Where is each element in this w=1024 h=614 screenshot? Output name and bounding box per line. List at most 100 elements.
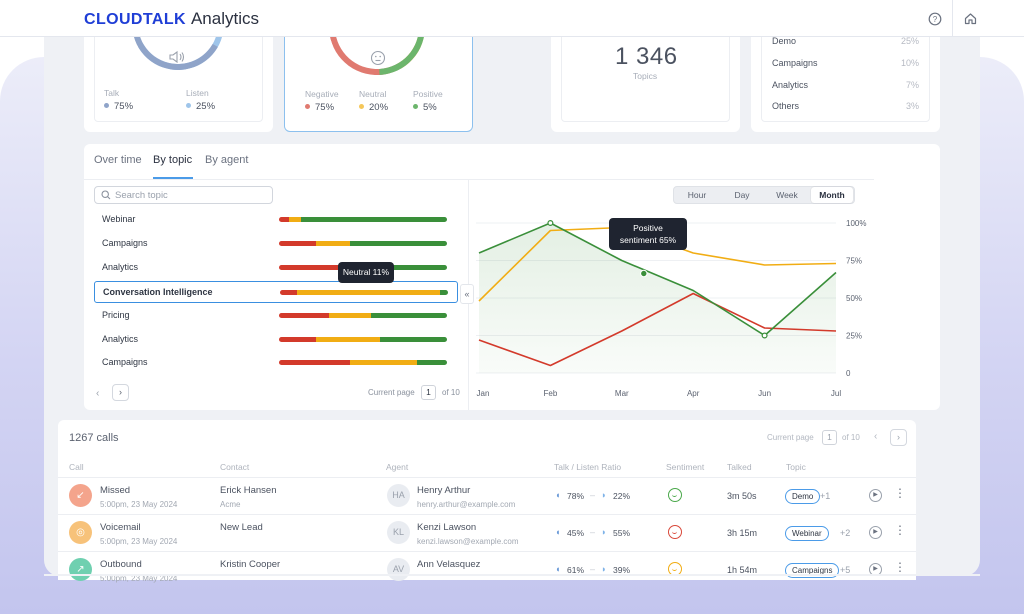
negative-segment bbox=[279, 337, 316, 342]
help-icon[interactable]: ? bbox=[917, 0, 953, 37]
topic-row[interactable]: Webinar bbox=[94, 209, 458, 231]
missed-call-icon: ↙ bbox=[69, 484, 92, 507]
agent-name: Ann Velasquez bbox=[417, 559, 480, 570]
header-talked: Talked bbox=[727, 462, 752, 472]
header-sentiment: Sentiment bbox=[666, 462, 704, 472]
topics-count: 1 346 bbox=[615, 43, 678, 71]
pager-total: of 10 bbox=[442, 388, 460, 397]
negative-value: 75% bbox=[305, 102, 334, 113]
neutral-segment bbox=[297, 290, 440, 295]
topic-row[interactable]: Analytics bbox=[94, 329, 458, 351]
range-week[interactable]: Week bbox=[765, 187, 809, 203]
topic-row[interactable]: Campaigns bbox=[94, 352, 458, 374]
play-icon[interactable]: ▶ bbox=[869, 489, 882, 502]
table-row[interactable]: ◎ Voicemail 5:00pm, 23 May 2024 New Lead KL K… bbox=[58, 514, 916, 551]
topic-sentiment-bar bbox=[279, 217, 447, 222]
x-tick-label: Apr bbox=[687, 389, 700, 398]
product-name: Analytics bbox=[191, 9, 259, 29]
search-icon bbox=[101, 190, 111, 203]
call-time: 5:00pm, 23 May 2024 bbox=[100, 537, 177, 546]
speaker-icon bbox=[168, 50, 186, 64]
listen-ratio: 22% bbox=[613, 491, 630, 501]
table-row[interactable]: ↙ Missed 5:00pm, 23 May 2024 Erick Hansen Ac… bbox=[58, 477, 916, 514]
header-agent: Agent bbox=[386, 462, 408, 472]
listen-wave-icon: ◗ bbox=[601, 527, 606, 537]
collapse-icon[interactable]: « bbox=[460, 284, 474, 304]
y-tick-label: 100% bbox=[846, 219, 866, 228]
topic-sentiment-bar bbox=[279, 313, 447, 318]
neutral-bar-tooltip: Neutral 11% bbox=[338, 262, 394, 283]
svg-text:?: ? bbox=[933, 15, 938, 24]
calls-count: 1267 calls bbox=[69, 432, 119, 444]
topic-row[interactable]: Analytics bbox=[94, 257, 458, 279]
more-topics-count[interactable]: +1 bbox=[820, 491, 830, 501]
neutral-label: Neutral bbox=[359, 89, 386, 99]
top-bar: CLOUDTALK Analytics ? bbox=[0, 0, 1024, 37]
more-options-icon[interactable]: ⋮ bbox=[894, 486, 906, 500]
listen-value: 25% bbox=[186, 101, 215, 112]
table-row[interactable]: ↗ Outbound 5:00pm, 23 May 2024 Kristin Coop… bbox=[58, 551, 916, 588]
x-tick-label: Jun bbox=[758, 389, 771, 398]
topic-pill[interactable]: Demo bbox=[785, 489, 820, 504]
agent-name: Henry Arthur bbox=[417, 485, 470, 496]
topic-name: Campaigns bbox=[102, 238, 148, 248]
topic-sentiment-bar bbox=[279, 241, 447, 246]
topic-sentiment-bar bbox=[279, 337, 447, 342]
negative-sentiment-icon bbox=[668, 525, 682, 539]
positive-segment bbox=[380, 337, 447, 342]
topic-name: Pricing bbox=[102, 310, 130, 320]
page-number-input[interactable]: 1 bbox=[421, 385, 436, 400]
negative-segment bbox=[279, 217, 289, 222]
negative-segment bbox=[280, 290, 297, 295]
range-hour[interactable]: Hour bbox=[676, 187, 718, 203]
call-type: Voicemail bbox=[100, 522, 141, 533]
ratio-separator: – bbox=[590, 564, 595, 574]
time-range-selector: Hour Day Week Month bbox=[673, 186, 855, 204]
y-tick-label: 25% bbox=[846, 332, 862, 341]
topic-row[interactable]: Pricing bbox=[94, 305, 458, 327]
range-day[interactable]: Day bbox=[720, 187, 764, 203]
agent-avatar: KL bbox=[387, 521, 410, 544]
contact-name[interactable]: Kristin Cooper bbox=[220, 559, 280, 570]
y-tick-label: 50% bbox=[846, 294, 862, 303]
brand-name: CLOUDTALK bbox=[84, 11, 186, 29]
neutral-segment bbox=[350, 360, 417, 365]
x-tick-label: Jan bbox=[477, 389, 490, 398]
talk-wave-icon: ◖ bbox=[555, 564, 560, 574]
calls-page-input[interactable]: 1 bbox=[822, 430, 837, 445]
topic-name: Analytics bbox=[102, 262, 138, 272]
tab-by-agent[interactable]: By agent bbox=[205, 154, 248, 166]
next-page-icon[interactable]: › bbox=[112, 384, 129, 401]
contact-name[interactable]: New Lead bbox=[220, 522, 263, 533]
topic-row[interactable]: Campaigns bbox=[94, 233, 458, 255]
neutral-value: 20% bbox=[359, 102, 388, 113]
play-icon[interactable]: ▶ bbox=[869, 526, 882, 539]
prev-page-icon[interactable]: ‹ bbox=[96, 388, 99, 399]
topic-row[interactable]: Conversation Intelligence bbox=[94, 281, 458, 303]
tab-over-time[interactable]: Over time bbox=[94, 154, 142, 166]
more-options-icon[interactable]: ⋮ bbox=[894, 523, 906, 537]
more-options-icon[interactable]: ⋮ bbox=[894, 560, 906, 574]
home-icon[interactable] bbox=[952, 0, 988, 37]
agent-name: Kenzi Lawson bbox=[417, 522, 476, 533]
talk-listen-card: Talk Listen 75% 25% bbox=[84, 28, 273, 132]
neutral-segment bbox=[289, 217, 301, 222]
y-tick-label: 0 bbox=[846, 369, 851, 378]
agent-email: henry.arthur@example.com bbox=[417, 500, 515, 509]
range-month[interactable]: Month bbox=[811, 187, 853, 203]
more-topics-count[interactable]: +2 bbox=[840, 528, 850, 538]
header-contact: Contact bbox=[220, 462, 249, 472]
sentiment-card[interactable]: Negative Neutral Positive 75% 20% 5% bbox=[284, 28, 473, 132]
calls-prev-icon[interactable]: ‹ bbox=[874, 431, 877, 442]
tab-by-topic[interactable]: By topic bbox=[153, 154, 192, 166]
topics-card: 1 346 Topics bbox=[551, 28, 740, 132]
neutral-segment bbox=[329, 313, 371, 318]
calls-pager-total: of 10 bbox=[842, 433, 860, 442]
topic-pill[interactable]: Webinar bbox=[785, 526, 829, 541]
search-topic-input[interactable]: Search topic bbox=[94, 186, 273, 204]
ratio-separator: – bbox=[590, 527, 595, 537]
contact-name[interactable]: Erick Hansen bbox=[220, 485, 277, 496]
voicemail-icon: ◎ bbox=[69, 521, 92, 544]
calls-next-icon[interactable]: › bbox=[890, 429, 907, 446]
talk-ratio: 45% bbox=[567, 528, 584, 538]
